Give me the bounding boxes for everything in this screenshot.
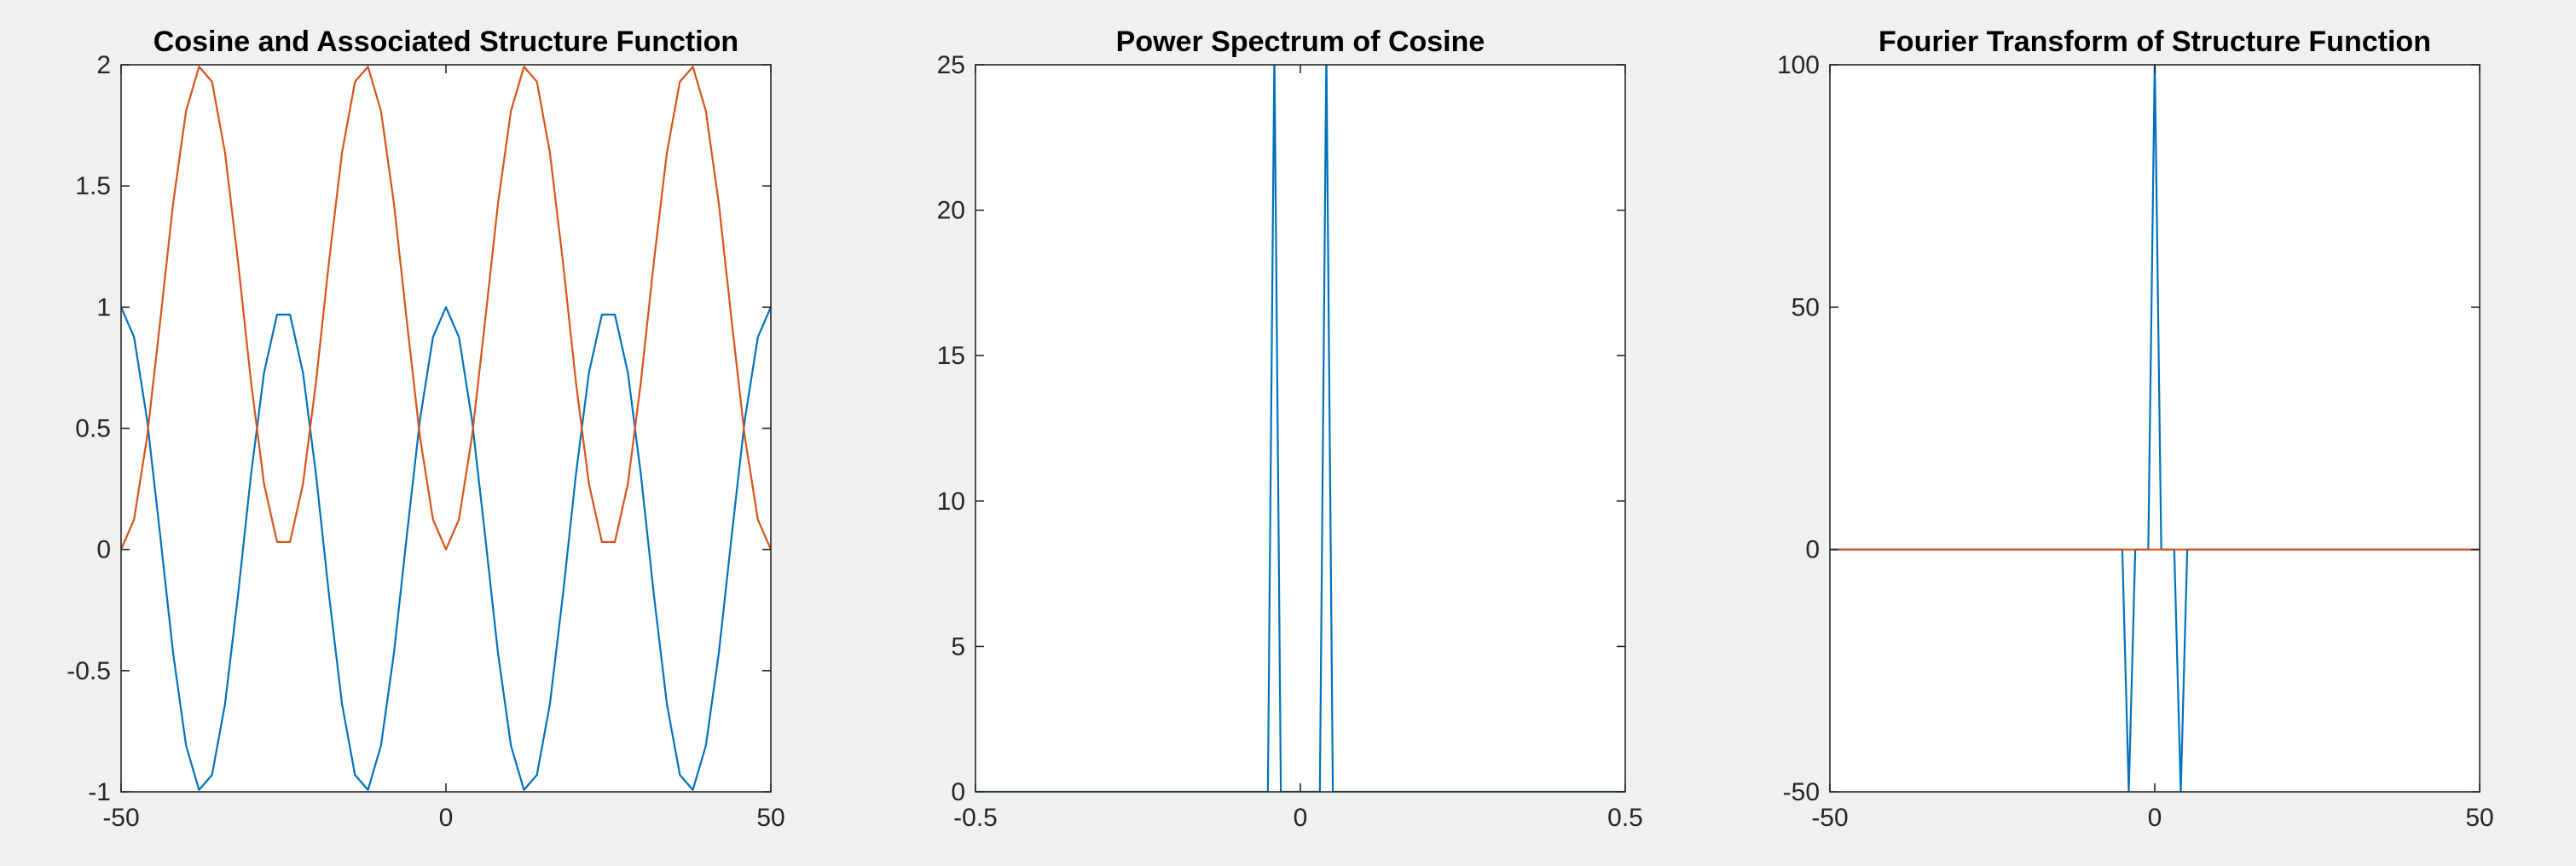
axes-3-series-1-line: [1830, 65, 2480, 792]
y-tick-label: 15: [937, 342, 965, 370]
y-tick-label: 0.5: [75, 415, 111, 443]
y-tick-label: 50: [1792, 293, 1820, 321]
y-tick-label: 1: [96, 293, 111, 321]
y-tick-label: 100: [1777, 51, 1820, 79]
y-tick-label: 0: [1805, 536, 1820, 564]
y-tick-label: 10: [937, 488, 965, 516]
x-tick-label: 0: [2148, 804, 2162, 832]
axes-1-title: Cosine and Associated Structure Function: [153, 26, 738, 58]
x-tick-label: 0.5: [1607, 804, 1643, 832]
x-tick-label: -50: [1811, 804, 1848, 832]
axes-3-plot-area: [1830, 65, 2480, 792]
axes-2-title: Power Spectrum of Cosine: [1116, 26, 1485, 58]
axes-3: -50 0 50 -50 0 50 100 Fourier Transform of Str…: [1777, 26, 2494, 832]
y-tick-label: 1.5: [75, 172, 111, 200]
y-tick-label: 2: [96, 51, 111, 79]
axes-1-series-2-line: [121, 66, 771, 551]
x-tick-label: 50: [756, 804, 784, 832]
x-tick-label: 0: [439, 804, 454, 832]
y-tick-label: 0: [96, 536, 111, 564]
y-tick-label: 5: [951, 632, 965, 661]
y-tick-label: -0.5: [67, 657, 111, 685]
axes-2-series-1-line: [975, 65, 1625, 792]
axes-3-title: Fourier Transform of Structure Function: [1878, 26, 2431, 58]
y-tick-label: 20: [937, 197, 965, 225]
axes-1-plot-area: [121, 65, 771, 792]
axes-2-plot-area: [975, 65, 1625, 792]
x-tick-label: 0: [1294, 804, 1308, 832]
x-tick-label: -0.5: [953, 804, 998, 832]
y-tick-label: 0: [951, 778, 965, 806]
y-tick-label: 25: [937, 51, 965, 79]
x-tick-label: -50: [102, 804, 139, 832]
y-tick-label: -1: [88, 778, 111, 806]
axes-1: -50 0 50 -1 -0.5 0 0.5 1 1.5 2 Cosine and Associa…: [67, 26, 784, 832]
axes-1-series-1-line: [121, 306, 771, 791]
y-tick-label: -50: [1783, 778, 1820, 806]
x-tick-label: 50: [2465, 804, 2493, 832]
